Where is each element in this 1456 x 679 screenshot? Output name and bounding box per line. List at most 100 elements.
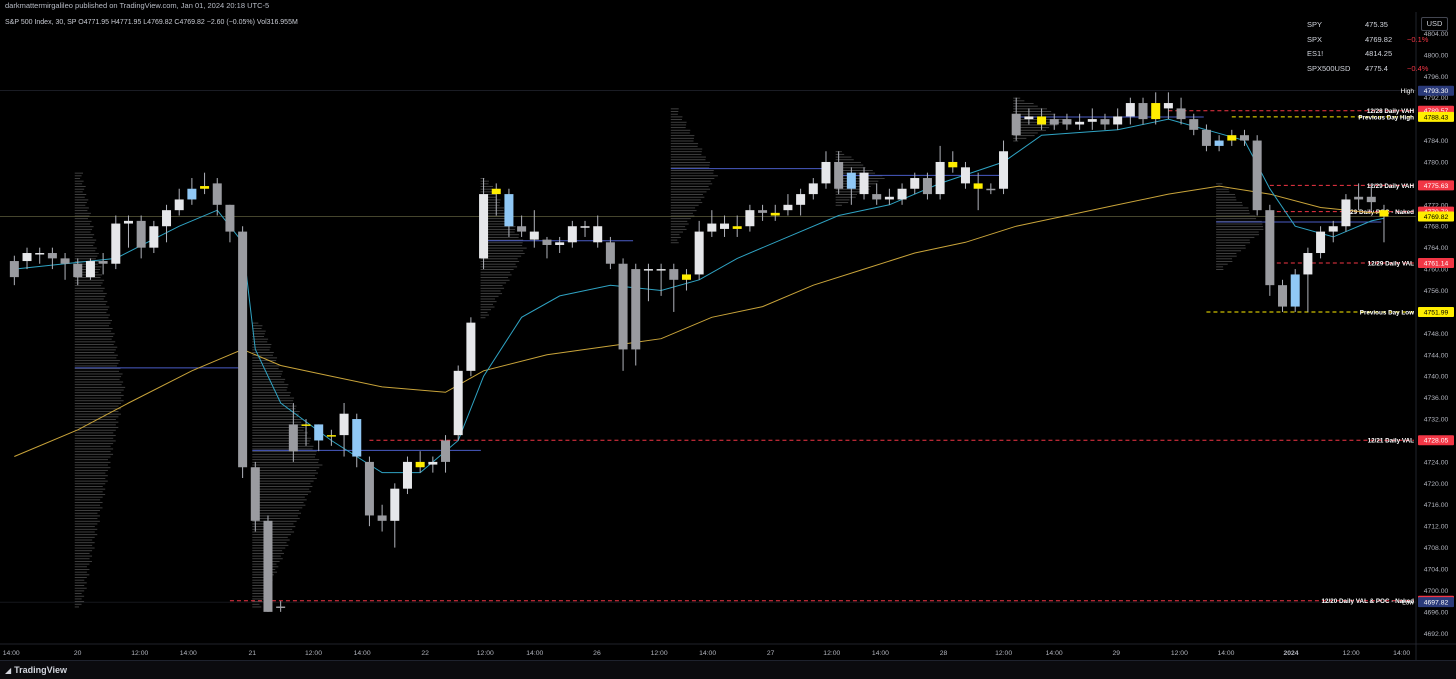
candle-body — [1303, 253, 1313, 275]
profile-bar — [480, 285, 503, 287]
candle-body — [466, 322, 476, 371]
candle — [1189, 113, 1199, 136]
profile-bar — [74, 349, 116, 351]
profile-bar — [74, 301, 108, 303]
profile-bar — [74, 357, 117, 359]
candle — [631, 263, 641, 366]
candle-body — [1265, 210, 1275, 286]
profile-bar — [252, 405, 297, 407]
profile-bar — [480, 261, 520, 262]
profile-bar — [74, 523, 98, 525]
time-tick-label: 14:00 — [526, 650, 543, 657]
candle — [174, 188, 184, 216]
low-price-tag-bg — [1418, 597, 1454, 608]
candle — [1239, 129, 1249, 146]
time-tick-label: 27 — [767, 650, 775, 657]
profile-bar — [670, 186, 709, 187]
currency-button[interactable]: USD — [1421, 17, 1448, 31]
candle-body — [1316, 231, 1326, 254]
level-price-tag-text: 4761.14 — [1424, 260, 1449, 267]
candle-body — [364, 461, 374, 516]
candle-body — [517, 226, 527, 232]
profile-bar — [670, 113, 678, 115]
watchlist-row[interactable]: SPY 475.35 — [1303, 18, 1443, 33]
profile-bar — [252, 603, 260, 605]
profile-bar — [670, 207, 696, 209]
profile-bar — [74, 445, 111, 447]
profile-bar — [480, 269, 514, 270]
profile-bar — [74, 333, 115, 335]
candle-body — [935, 161, 945, 195]
candle — [1265, 204, 1275, 296]
profile-bar — [74, 255, 98, 257]
candle-body — [1379, 210, 1389, 217]
candle — [656, 263, 666, 296]
candle-body — [73, 263, 83, 278]
profile-bar — [1216, 210, 1250, 212]
profile-bar — [835, 188, 870, 190]
profile-bar — [252, 445, 314, 447]
level-price-tag-bg — [1418, 257, 1454, 268]
level-price-tag-text: 4728.05 — [1424, 438, 1449, 445]
profile-bar — [252, 488, 310, 490]
candle-body — [136, 220, 146, 248]
profile-bar — [670, 231, 683, 233]
profile-bar — [74, 330, 112, 332]
level-price-tag: 4728.05 — [1418, 435, 1454, 446]
profile-bar — [252, 394, 290, 396]
profile-bar — [1216, 188, 1229, 190]
profile-bar — [835, 196, 856, 198]
profile-bar — [74, 220, 92, 222]
watchlist-row[interactable]: SPX500USD 4775.4 −0.4% — [1303, 62, 1443, 77]
profile-bar — [74, 311, 107, 313]
profile-bar — [1013, 103, 1034, 104]
candle-body — [593, 226, 603, 243]
price-tick-label: 4716.00 — [1424, 502, 1449, 509]
profile-bar — [480, 258, 518, 260]
profile-bar — [1216, 234, 1260, 236]
profile-bar — [670, 210, 697, 212]
candle — [1176, 97, 1186, 125]
profile-bar — [1013, 129, 1046, 131]
profile-bar — [74, 480, 108, 482]
profile-bar — [480, 253, 525, 254]
profile-bar — [252, 397, 295, 399]
profile-bar — [252, 352, 274, 354]
candle — [999, 140, 1009, 195]
candle-body — [123, 220, 133, 224]
watchlist-row[interactable]: SPX 4769.82 −0.1% — [1303, 33, 1443, 48]
profile-bar — [74, 432, 114, 434]
profile-bar — [670, 135, 695, 137]
profile-bar — [74, 440, 116, 442]
profile-bar — [74, 317, 109, 319]
profile-bar — [252, 392, 291, 394]
profile-bar — [670, 153, 702, 155]
candle-body — [98, 261, 108, 264]
candle — [47, 247, 57, 270]
candle — [85, 258, 95, 280]
profile-bar — [480, 228, 516, 230]
profile-bar — [1013, 135, 1035, 137]
candle-body — [250, 467, 260, 521]
profile-bar — [480, 311, 488, 313]
price-tick-label: 4724.00 — [1424, 459, 1449, 466]
profile-bar — [74, 341, 116, 343]
profile-bar — [252, 357, 278, 359]
watchlist-row[interactable]: ES1! 4814.25 — [1303, 47, 1443, 62]
profile-bar — [480, 282, 507, 284]
profile-bar — [252, 354, 273, 356]
candle-body — [529, 231, 539, 240]
profile-bar — [1216, 269, 1224, 270]
profile-bar — [252, 496, 305, 498]
candle — [314, 424, 324, 452]
candle-body — [390, 488, 400, 521]
profile-bar — [252, 330, 266, 332]
profile-bar — [670, 143, 699, 145]
profile-bar — [74, 555, 93, 557]
volume-profile — [480, 178, 634, 319]
tradingview-logo[interactable]: ◢ TradingView — [5, 665, 67, 675]
profile-bar — [252, 451, 317, 453]
profile-bar — [252, 593, 267, 595]
profile-bar — [252, 531, 295, 533]
